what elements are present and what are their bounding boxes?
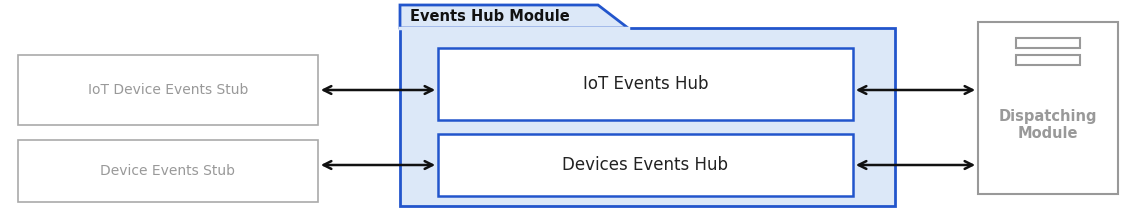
Bar: [18, 55, 318, 125]
Text: Devices Events Hub: Devices Events Hub: [562, 156, 728, 174]
Text: Dispatching
Module: Dispatching Module: [999, 109, 1097, 141]
Bar: [1016, 38, 1080, 48]
Text: Events Hub Module: Events Hub Module: [410, 9, 570, 24]
Bar: [978, 22, 1118, 194]
Text: IoT Events Hub: IoT Events Hub: [583, 75, 708, 93]
Bar: [438, 48, 853, 120]
Polygon shape: [400, 5, 628, 28]
Text: Device Events Stub: Device Events Stub: [100, 164, 235, 178]
Bar: [400, 28, 895, 206]
Text: IoT Device Events Stub: IoT Device Events Stub: [87, 83, 248, 97]
Bar: [1016, 55, 1080, 65]
Bar: [18, 140, 318, 202]
Bar: [438, 134, 853, 196]
